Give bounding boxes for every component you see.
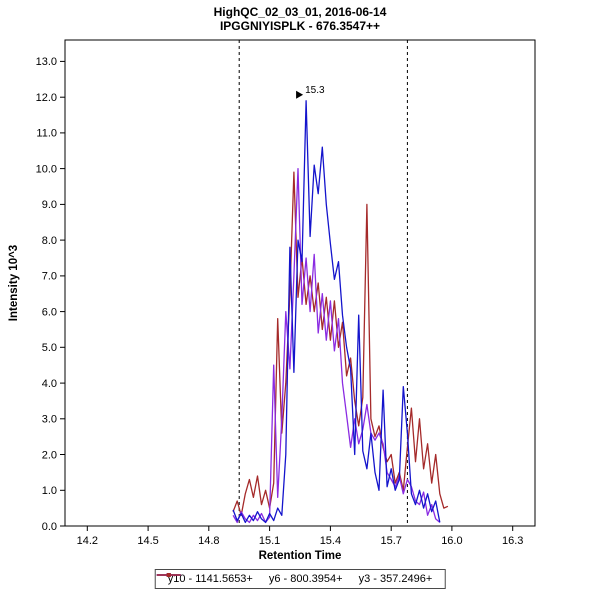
y-tick-label: 13.0 [36,56,57,68]
y-tick-label: 6.0 [42,306,57,318]
legend: y10 - 1141.5653+ y6 - 800.3954+ y3 - 357.2… [154,569,446,589]
y-tick-label: 11.0 [36,128,57,140]
y-axis-title: Intensity 10^3 [8,245,20,321]
x-tick-label: 16.0 [441,535,462,547]
x-tick-label: 14.8 [198,535,219,547]
series-y10-line [232,100,441,524]
y-tick-label: 4.0 [42,378,57,390]
legend-label: y10 - 1141.5653+ [167,573,253,585]
x-tick-label: 14.5 [137,535,158,547]
peak-pointer-icon [296,90,304,99]
legend-item-y3: y3 - 357.2496+ [156,573,433,585]
plot-area[interactable]: 14.2 14.5 14.8 15.1 15.4 15.7 16.0 16.3 0.0 1.0 2.… [36,39,536,547]
x-tick-label: 15.1 [259,535,280,547]
y-tick-label: 9.0 [42,199,57,211]
y-tick-label: 2.0 [42,449,57,461]
legend-swatch-y3 [156,573,181,577]
chart-title: HighQC_02_03_01, 2016-06-14 [214,5,387,19]
y-tick-label: 8.0 [42,235,57,247]
series-y6-line [232,167,441,524]
y-tick-label: 7.0 [42,271,57,283]
x-tick-label: 14.2 [77,535,98,547]
y-tick-label: 1.0 [42,485,57,497]
peak-rt-label: 15.3 [305,85,325,96]
legend-label: y3 - 357.2496+ [358,573,433,585]
x-tick-label: 15.7 [380,535,401,547]
x-axis-title: Retention Time [259,550,342,562]
legend-label: y6 - 800.3954+ [268,573,343,585]
series-y3-line [232,171,449,516]
x-tick-label: 15.4 [320,535,341,547]
legend-item-y6: y6 - 800.3954+ [156,573,343,585]
y-tick-label: 3.0 [42,414,57,426]
y-tick-label: 5.0 [42,342,57,354]
y-tick-label: 10.0 [36,163,57,175]
y-tick-label: 0.0 [42,521,57,533]
x-tick-label: 16.3 [502,535,523,547]
y-tick-label: 12.0 [36,92,57,104]
chart-subtitle: IPGGNIYISPLK - 676.3547++ [220,19,380,33]
